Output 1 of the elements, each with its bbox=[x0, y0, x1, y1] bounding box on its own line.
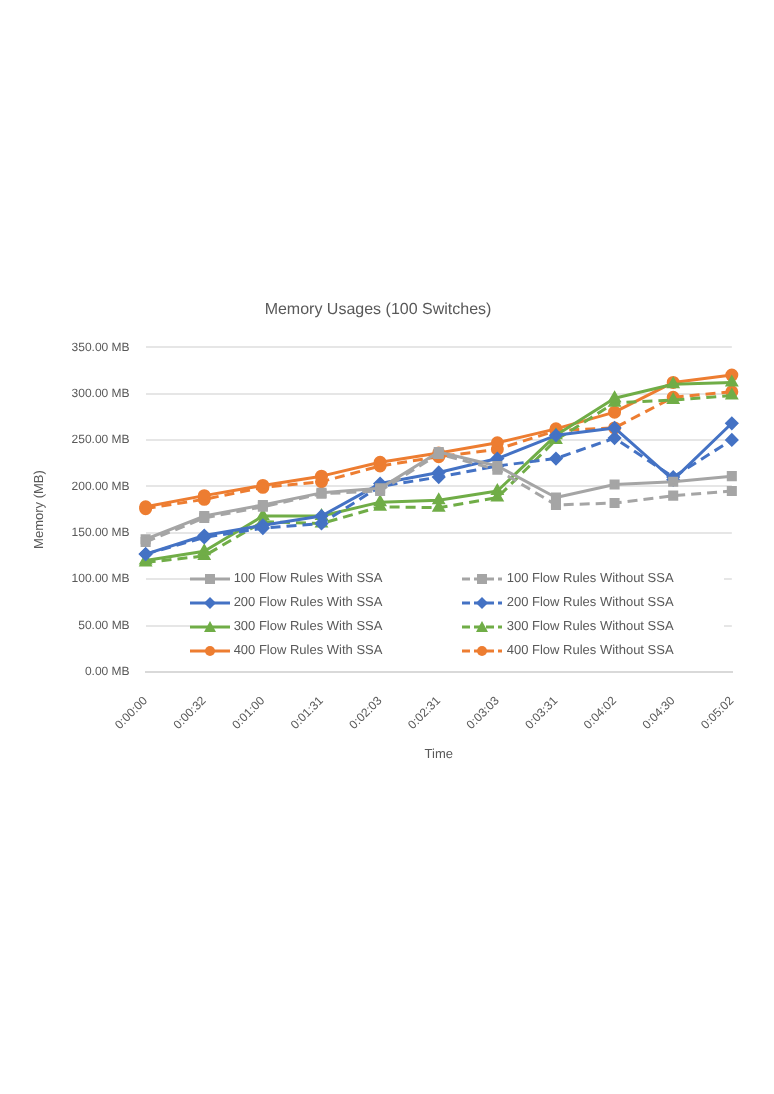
chart-title: Memory Usages (100 Switches) bbox=[264, 300, 493, 319]
